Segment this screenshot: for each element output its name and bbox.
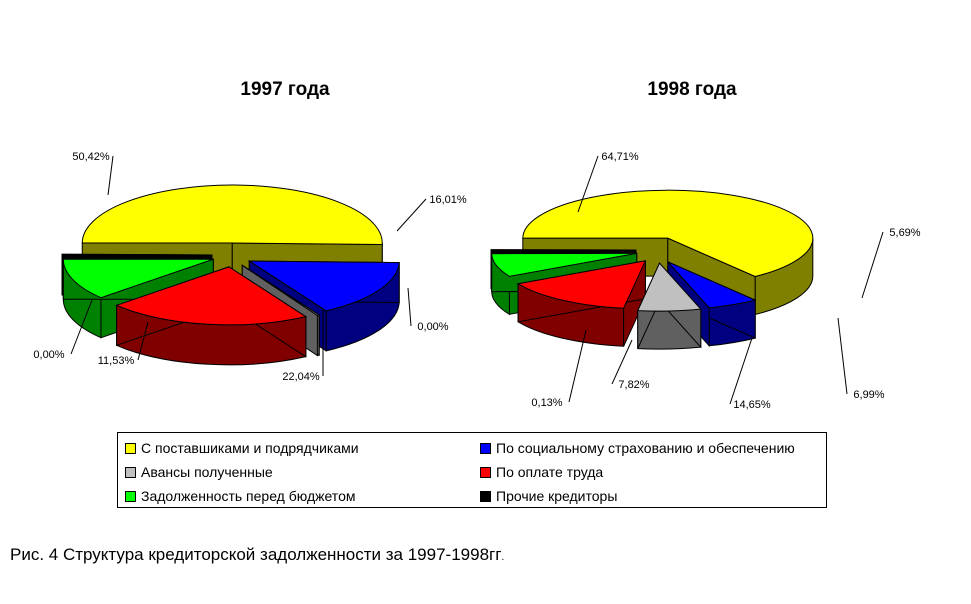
legend-item-wages: По оплате труда: [480, 464, 603, 480]
chart-title-1998: 1998 года: [647, 79, 737, 100]
pie-slice-top: [115, 266, 308, 326]
pie-slice-top: [636, 262, 702, 312]
data-label-social-insurance: 16,01%: [429, 194, 467, 206]
legend-label: С поставшиками и подрядчиками: [141, 440, 359, 456]
data-label-wages: 22,04%: [282, 371, 320, 383]
legend-swatch-green: [125, 490, 136, 502]
pie-slice-top: [490, 249, 637, 251]
legend-item-social-insurance: По социальному страхованию и обеспечению: [480, 440, 795, 456]
pie-slice-wages: [516, 260, 647, 347]
pie-slice-top: [81, 184, 383, 246]
legend-item-suppliers: С поставшиками и подрядчиками: [125, 440, 359, 456]
data-label-budget: 11,53%: [98, 355, 135, 367]
data-label-leader: [137, 321, 149, 361]
pie-slice-top: [61, 253, 213, 256]
legend-label: Задолженность перед бюджетом: [141, 488, 356, 504]
pie-slice-top: [516, 260, 647, 309]
data-label-leader: [861, 231, 884, 299]
legend-swatch-yellow: [125, 442, 136, 454]
data-label-leader: [837, 317, 848, 395]
caption-trailing-dot: .: [501, 552, 505, 563]
chart-legend: С поставшиками и подрядчиками По социаль…: [117, 432, 827, 508]
legend-label: По оплате труда: [496, 464, 604, 480]
data-label-other: 0,13%: [531, 397, 562, 409]
pie-chart-0: 50,42% 16,01% 0,00% 22,04% 11,53% 0,00%: [33, 151, 466, 383]
pie-slice-wages: [115, 265, 308, 366]
legend-swatch-black: [480, 490, 491, 502]
data-label-advances: 0,00%: [417, 321, 448, 333]
legend-swatch-gray: [125, 466, 136, 478]
legend-item-advances: Авансы полученные: [125, 464, 273, 480]
legend-label: Авансы полученные: [141, 464, 273, 480]
data-label-leader: [407, 287, 412, 327]
pie-slice-top: [241, 264, 321, 317]
data-label-wages: 14,65%: [733, 399, 771, 411]
pie-slice-top: [667, 261, 757, 309]
legend-swatch-blue: [480, 442, 491, 454]
data-label-leader: [568, 329, 587, 403]
pie-slice-top: [247, 260, 400, 312]
pie-slice-top: [62, 258, 214, 299]
data-label-leader: [70, 299, 93, 355]
data-label-leader: [577, 155, 599, 213]
pie-slice-top: [491, 252, 637, 277]
legend-swatch-red: [480, 466, 491, 478]
data-label-suppliers: 64,71%: [601, 151, 639, 163]
data-label-leader: [107, 155, 114, 196]
pie-chart-1: 64,71% 5,69% 6,99% 14,65% 7,82% 0,13%: [490, 151, 921, 411]
legend-label: По социальному страхованию и обеспечению: [496, 440, 795, 456]
data-label-budget: 7,82%: [618, 379, 649, 391]
data-label-leader: [729, 337, 753, 405]
legend-item-other: Прочие кредиторы: [480, 488, 617, 504]
data-label-other: 0,00%: [33, 349, 64, 361]
caption-text: Рис. 4 Структура кредиторской задолженно…: [10, 545, 502, 564]
data-label-leader: [611, 339, 633, 385]
pie-slice-advances: [636, 261, 702, 350]
data-label-social-insurance: 5,69%: [889, 227, 920, 239]
figure-caption: Рис. 4 Структура кредиторской задолженно…: [10, 545, 504, 565]
data-label-advances: 6,99%: [853, 389, 884, 401]
data-label-leader: [396, 198, 427, 232]
pie-slice-top: [522, 189, 814, 278]
chart-title-1997: 1997 года: [240, 79, 330, 100]
legend-item-budget: Задолженность перед бюджетом: [125, 488, 355, 504]
legend-label: Прочие кредиторы: [496, 488, 618, 504]
data-label-suppliers: 50,42%: [72, 151, 110, 163]
